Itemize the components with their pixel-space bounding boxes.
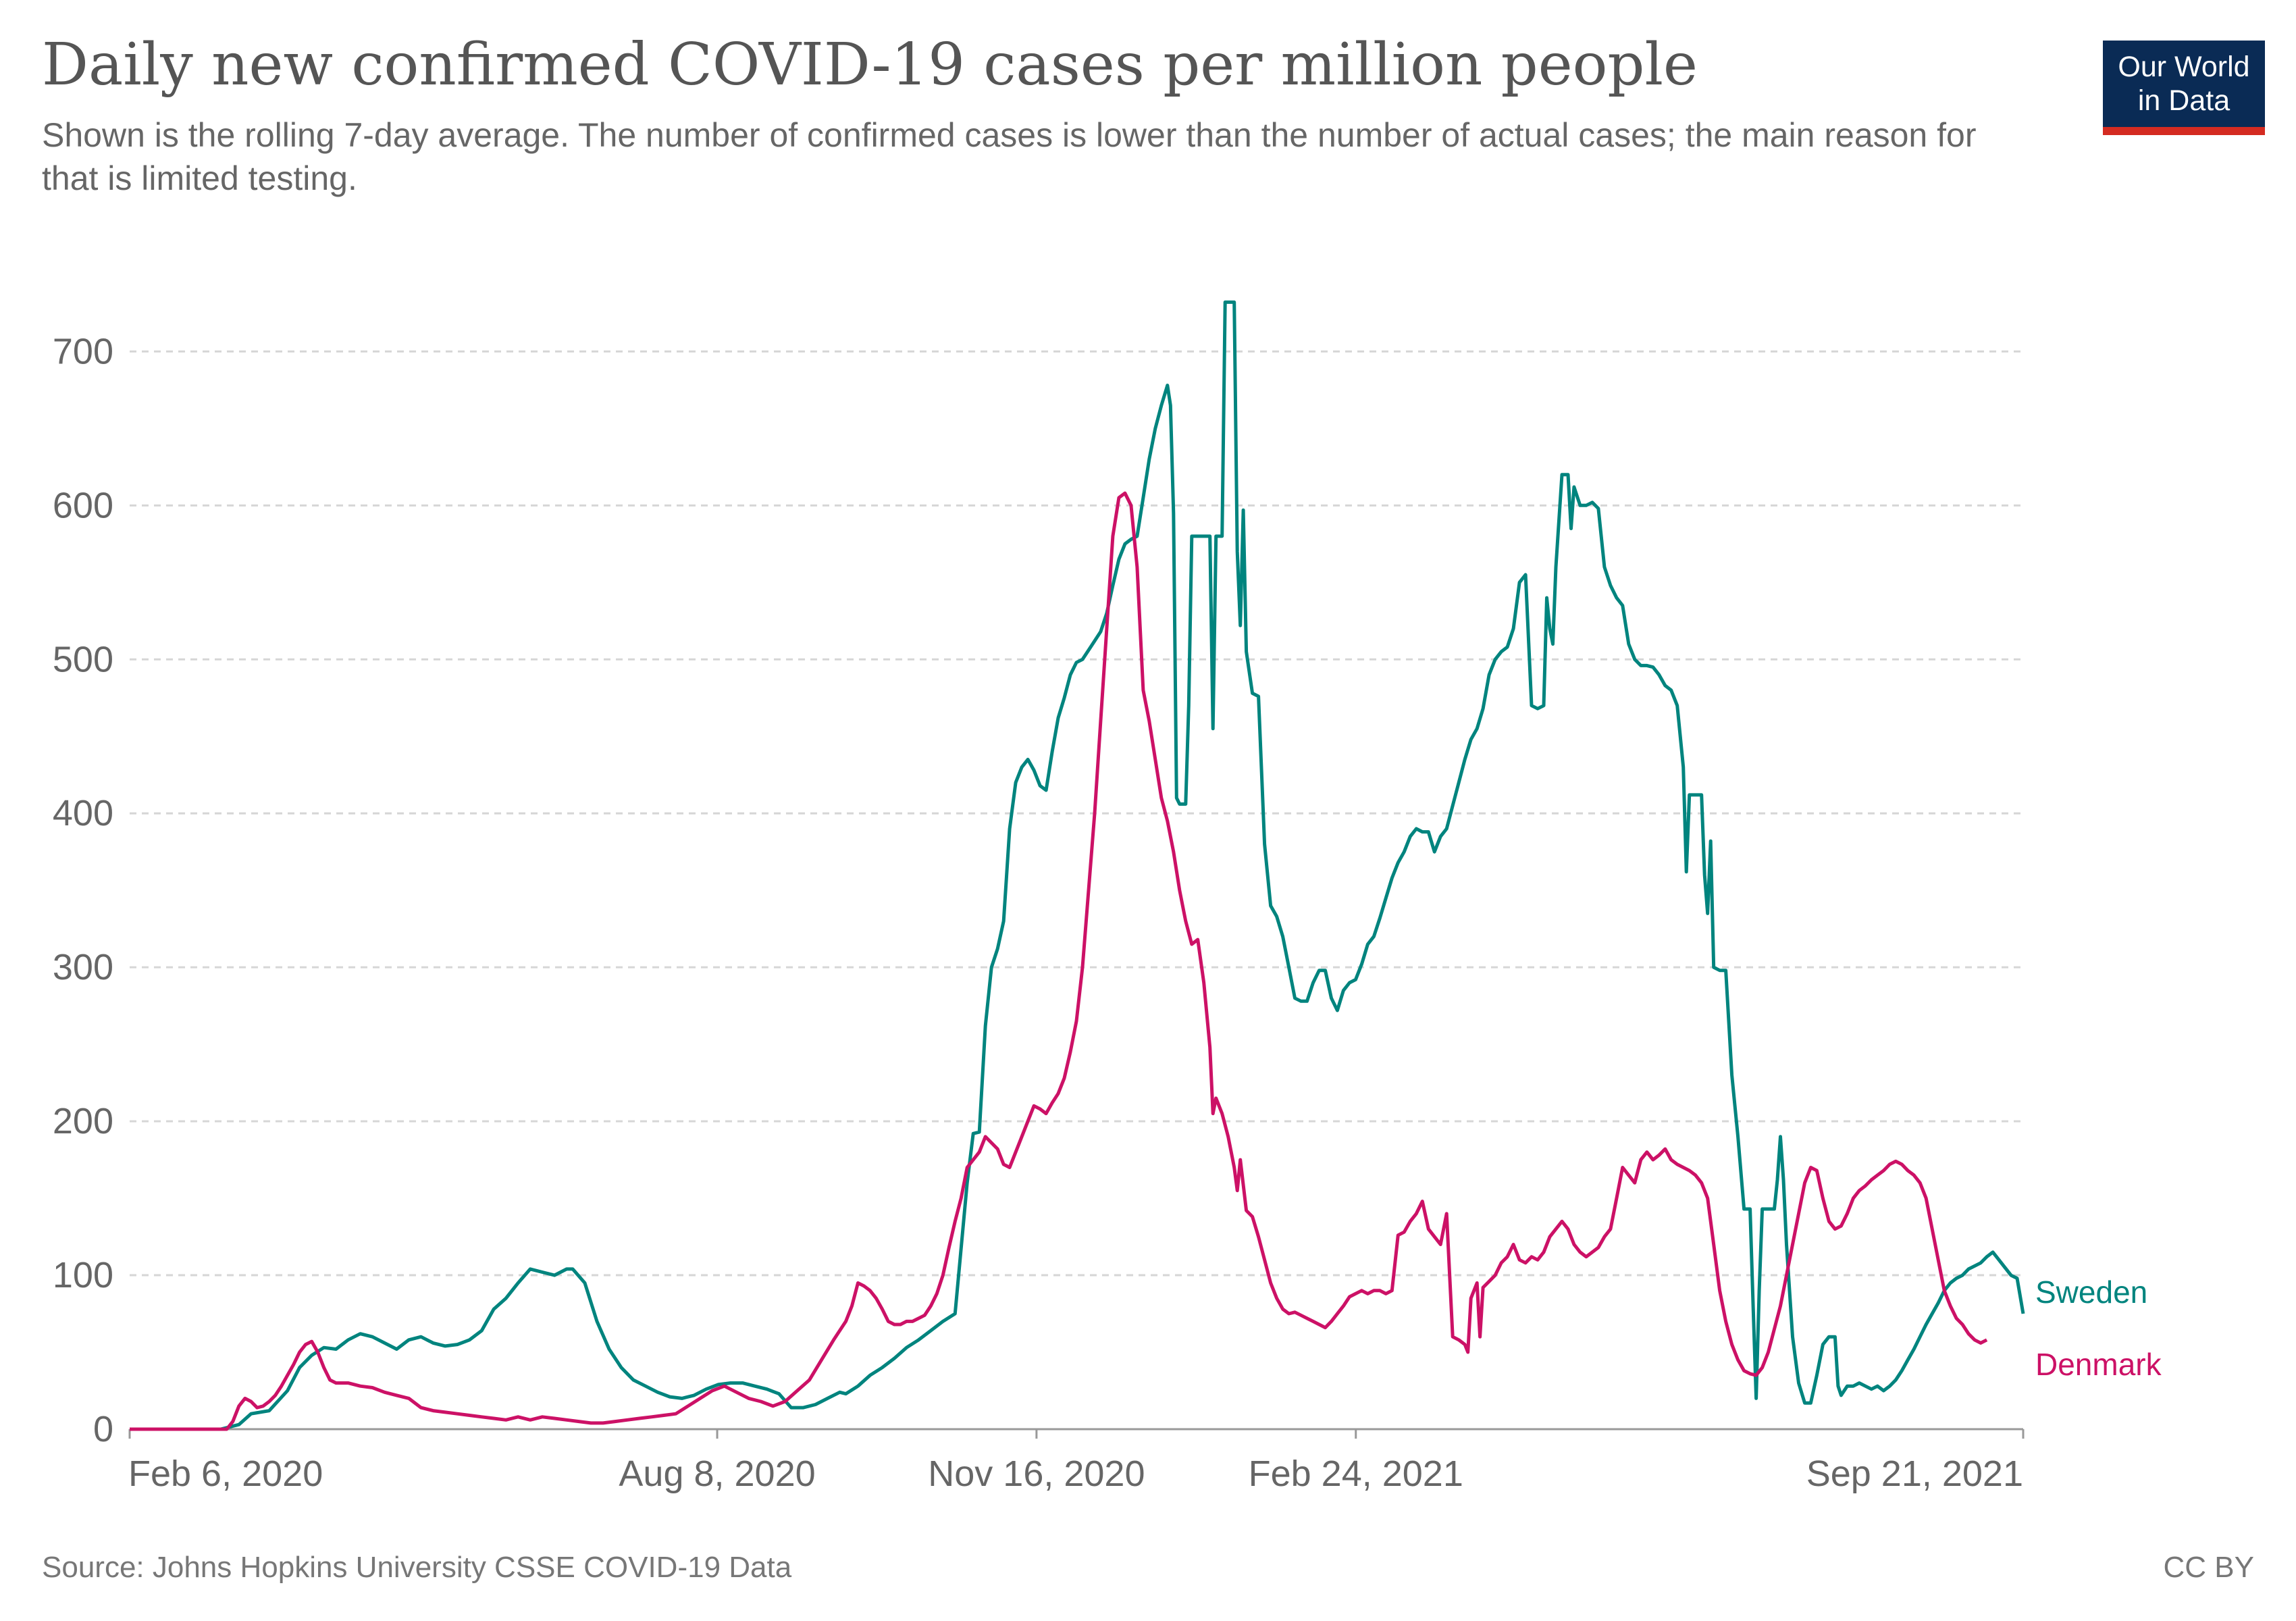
y-tick-label: 700: [53, 331, 113, 371]
series-label-denmark[interactable]: Denmark: [2035, 1347, 2162, 1382]
y-tick-label: 500: [53, 639, 113, 679]
chart-title: Daily new confirmed COVID-19 cases per m…: [42, 31, 1698, 99]
x-tick-label: Feb 24, 2021: [1249, 1453, 1463, 1494]
y-tick-label: 600: [53, 485, 113, 525]
logo-line-2: in Data: [2137, 84, 2230, 117]
series-line-denmark[interactable]: [130, 491, 1988, 1431]
series-lines[interactable]: [130, 300, 2025, 1431]
series-line-sweden[interactable]: [130, 300, 2025, 1431]
x-axis: Feb 6, 2020 Aug 8, 2020 Nov 16, 2020 Feb 24…: [128, 1428, 2025, 1494]
y-tick-label: 100: [53, 1255, 113, 1295]
logo-line-1: Our World: [2118, 51, 2250, 83]
y-tick-label: 400: [53, 793, 113, 833]
x-tick-label: Feb 6, 2020: [128, 1453, 323, 1494]
x-tick-label: Sep 21, 2021: [1806, 1453, 2023, 1494]
y-tick-label: 0: [93, 1409, 113, 1449]
chart-subtitle: Shown is the rolling 7-day average. The …: [42, 116, 1977, 197]
source-note[interactable]: Source: Johns Hopkins University CSSE CO…: [42, 1551, 792, 1584]
license-link[interactable]: CC BY: [2163, 1551, 2254, 1584]
series-labels: Sweden Denmark: [2035, 1275, 2162, 1382]
owid-logo[interactable]: Our World in Data: [2103, 41, 2265, 135]
x-tick-label: Nov 16, 2020: [928, 1453, 1145, 1494]
y-axis-ticks: 0 100 200 300 400 500 600 700: [53, 331, 113, 1449]
y-tick-label: 300: [53, 947, 113, 987]
x-tick-label: Aug 8, 2020: [619, 1453, 815, 1494]
y-tick-label: 200: [53, 1101, 113, 1141]
series-label-sweden[interactable]: Sweden: [2035, 1275, 2147, 1310]
